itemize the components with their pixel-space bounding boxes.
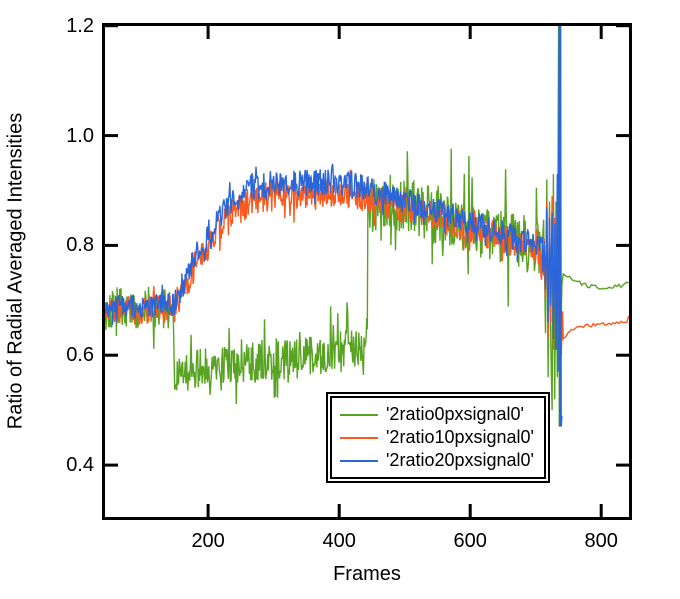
legend-line-swatch — [340, 413, 378, 416]
legend-entry: '2ratio20pxsignal0' — [340, 449, 534, 472]
series-2 — [102, 23, 563, 427]
axis-ticks — [105, 24, 629, 517]
legend-entry: '2ratio10pxsignal0' — [340, 426, 534, 449]
legend-label: '2ratio0pxsignal0' — [386, 404, 524, 424]
y-tick-label: 0.8 — [66, 234, 94, 257]
legend-label: '2ratio20pxsignal0' — [386, 450, 534, 470]
legend-line-swatch — [340, 459, 378, 462]
legend-entry: '2ratio0pxsignal0' — [340, 403, 534, 426]
y-tick-label: 0.4 — [66, 454, 94, 477]
y-tick-label: 0.6 — [66, 344, 94, 367]
x-tick-label: 600 — [453, 530, 487, 552]
x-tick-label: 200 — [191, 530, 225, 552]
x-axis-label: Frames — [333, 563, 401, 585]
plot-frame — [102, 23, 632, 520]
y-axis-label: Ratio of Radial Averaged Intensities — [4, 112, 27, 430]
legend-line-swatch — [340, 436, 378, 439]
x-tick-label: 400 — [322, 530, 356, 552]
y-tick-label: 1.0 — [66, 124, 94, 147]
legend: '2ratio0pxsignal0' '2ratio10pxsignal0' '2r… — [326, 392, 550, 483]
legend-box: '2ratio0pxsignal0' '2ratio10pxsignal0' '2r… — [330, 396, 546, 479]
x-tick-label: 800 — [584, 530, 618, 552]
legend-label: '2ratio10pxsignal0' — [386, 427, 534, 447]
series-0 — [102, 23, 629, 427]
y-tick-label: 1.2 — [66, 14, 94, 37]
plot-area — [102, 23, 632, 520]
